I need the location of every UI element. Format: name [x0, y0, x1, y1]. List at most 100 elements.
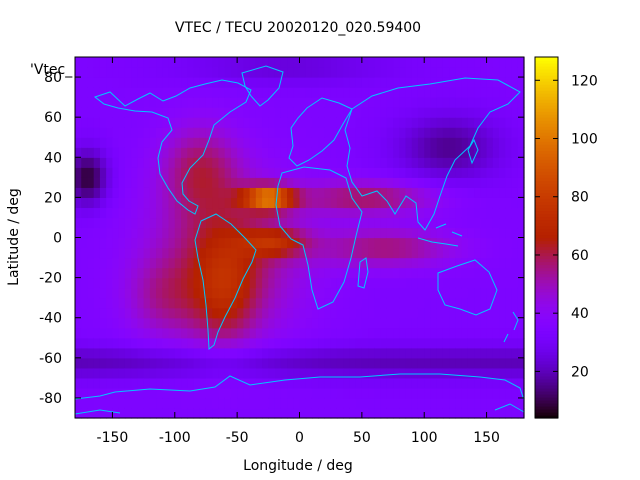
heatmap-cell	[131, 367, 138, 379]
heatmap-cell	[218, 87, 226, 98]
heatmap-cell	[330, 327, 338, 339]
heatmap-cell	[81, 387, 89, 399]
heatmap-cell	[124, 57, 132, 68]
heatmap-cell	[137, 127, 145, 138]
heatmap-cell	[480, 147, 488, 158]
heatmap-cell	[274, 287, 282, 299]
heatmap-cell	[330, 117, 338, 128]
heatmap-cell	[393, 157, 400, 168]
heatmap-cell	[411, 147, 419, 158]
heatmap-cell	[299, 237, 307, 249]
heatmap-cell	[287, 357, 294, 369]
heatmap-cell	[355, 167, 363, 178]
heatmap-cell	[455, 397, 463, 409]
heatmap-cell	[274, 87, 282, 98]
heatmap-cell	[118, 57, 126, 68]
heatmap-cell	[224, 387, 232, 399]
heatmap-cell	[411, 357, 419, 369]
heatmap-cell	[361, 207, 369, 219]
heatmap-cell	[75, 227, 82, 239]
heatmap-cell	[199, 287, 207, 299]
heatmap-cell	[517, 307, 525, 319]
heatmap-cell	[249, 307, 257, 319]
heatmap-cell	[243, 237, 251, 249]
heatmap-cell	[199, 87, 207, 98]
heatmap-cell	[174, 77, 182, 88]
heatmap-cell	[436, 367, 444, 379]
heatmap-cell	[511, 57, 519, 68]
heatmap-cell	[393, 257, 400, 269]
heatmap-cell	[318, 357, 326, 369]
heatmap-cell	[474, 347, 481, 359]
heatmap-cell	[224, 147, 232, 158]
heatmap-cell	[411, 167, 419, 178]
heatmap-cell	[287, 397, 294, 409]
heatmap-cell	[131, 217, 138, 229]
heatmap-cell	[199, 207, 207, 219]
heatmap-cell	[205, 207, 213, 219]
heatmap-cell	[124, 167, 132, 178]
heatmap-cell	[405, 327, 413, 339]
heatmap-cell	[393, 327, 400, 339]
colorbar-segment	[535, 252, 558, 257]
heatmap-cell	[318, 237, 326, 249]
heatmap-cell	[106, 107, 114, 118]
heatmap-cell	[336, 237, 344, 249]
heatmap-cell	[137, 377, 145, 389]
heatmap-cell	[268, 327, 276, 339]
heatmap-cell	[299, 177, 307, 188]
colorbar-segment	[535, 255, 558, 260]
heatmap-cell	[324, 147, 332, 158]
heatmap-cell	[168, 147, 176, 158]
heatmap-cell	[149, 387, 157, 399]
heatmap-cell	[293, 147, 301, 158]
heatmap-cell	[361, 357, 369, 369]
heatmap-cell	[93, 277, 101, 289]
heatmap-cell	[137, 157, 145, 168]
heatmap-cell	[212, 347, 220, 359]
heatmap-cell	[517, 97, 525, 108]
heatmap-cell	[287, 267, 294, 279]
heatmap-cell	[268, 157, 276, 168]
heatmap-cell	[274, 107, 282, 118]
heatmap-cell	[393, 377, 400, 389]
heatmap-cell	[218, 147, 226, 158]
heatmap-cell	[262, 337, 269, 349]
heatmap-cell	[449, 267, 457, 279]
heatmap-cell	[162, 217, 170, 229]
heatmap-cell	[268, 97, 276, 108]
heatmap-cell	[181, 367, 188, 379]
heatmap-cell	[349, 207, 357, 219]
heatmap-cell	[293, 317, 301, 329]
heatmap-cell	[318, 317, 326, 329]
heatmap-cell	[411, 117, 419, 128]
heatmap-cell	[262, 327, 269, 339]
heatmap-cell	[442, 187, 450, 198]
heatmap-cell	[474, 147, 481, 158]
heatmap-cell	[492, 237, 500, 249]
heatmap-cell	[156, 277, 163, 289]
heatmap-cell	[149, 267, 157, 279]
heatmap-cell	[386, 197, 394, 209]
heatmap-cell	[106, 267, 114, 279]
heatmap-cell	[349, 387, 357, 399]
heatmap-cell	[137, 387, 145, 399]
heatmap-cell	[361, 57, 369, 68]
heatmap-cell	[268, 307, 276, 319]
heatmap-cell	[187, 257, 195, 269]
heatmap-cell	[93, 187, 101, 198]
heatmap-cell	[517, 367, 525, 379]
heatmap-cell	[336, 387, 344, 399]
heatmap-cell	[480, 87, 488, 98]
heatmap-cell	[330, 407, 338, 419]
heatmap-cell	[399, 107, 407, 118]
heatmap-cell	[131, 327, 138, 339]
heatmap-cell	[399, 167, 407, 178]
heatmap-cell	[499, 147, 506, 158]
heatmap-cell	[87, 407, 95, 419]
heatmap-cell	[224, 317, 232, 329]
heatmap-cell	[287, 327, 294, 339]
colorbar-segment	[535, 396, 558, 401]
heatmap-cell	[449, 157, 457, 168]
heatmap-cell	[343, 227, 350, 239]
